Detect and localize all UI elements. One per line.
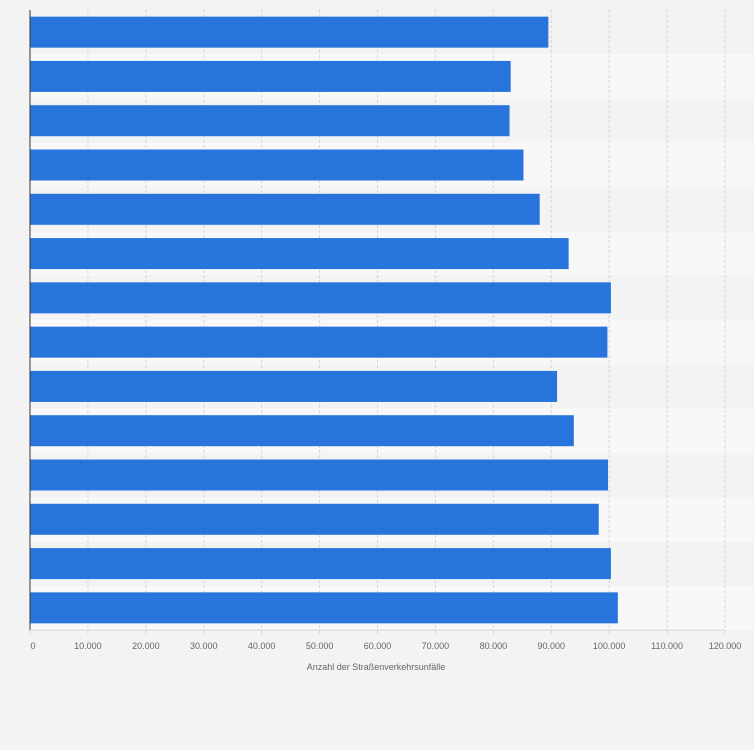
bar [30,503,599,535]
bar [30,193,540,225]
bar [30,149,524,181]
x-tick-label: 70.000 [422,641,450,651]
bars [30,16,618,624]
x-tick-label: 10.000 [74,641,102,651]
bar [30,415,574,447]
x-tick-label: 80.000 [480,641,508,651]
bar [30,105,510,137]
x-tick-label: 50.000 [306,641,334,651]
bar [30,370,558,402]
x-tick-label: 60.000 [364,641,392,651]
bar [30,282,611,314]
bar [30,548,611,580]
bar [30,238,569,270]
x-axis-title: Anzahl der Straßenverkehrsunfälle [307,662,446,672]
x-tick-label: 90.000 [537,641,565,651]
x-tick-labels: 0 10.000 20.000 30.000 40.000 50.000 60.000 70.… [29,630,742,651]
x-tick-label: 30.000 [190,641,218,651]
x-tick-label: 0 [30,641,35,651]
x-tick-label: 100.000 [593,641,626,651]
x-tick-label: 110.000 [651,641,683,651]
row-bands [30,10,753,630]
bar [30,459,609,491]
x-tick-label: 20.000 [132,641,160,651]
bar [30,326,608,358]
x-tick-label: 120.000 [709,641,742,651]
bar [30,60,511,92]
bar [30,592,618,624]
bar [30,16,549,48]
x-tick-label: 40.000 [248,641,276,651]
